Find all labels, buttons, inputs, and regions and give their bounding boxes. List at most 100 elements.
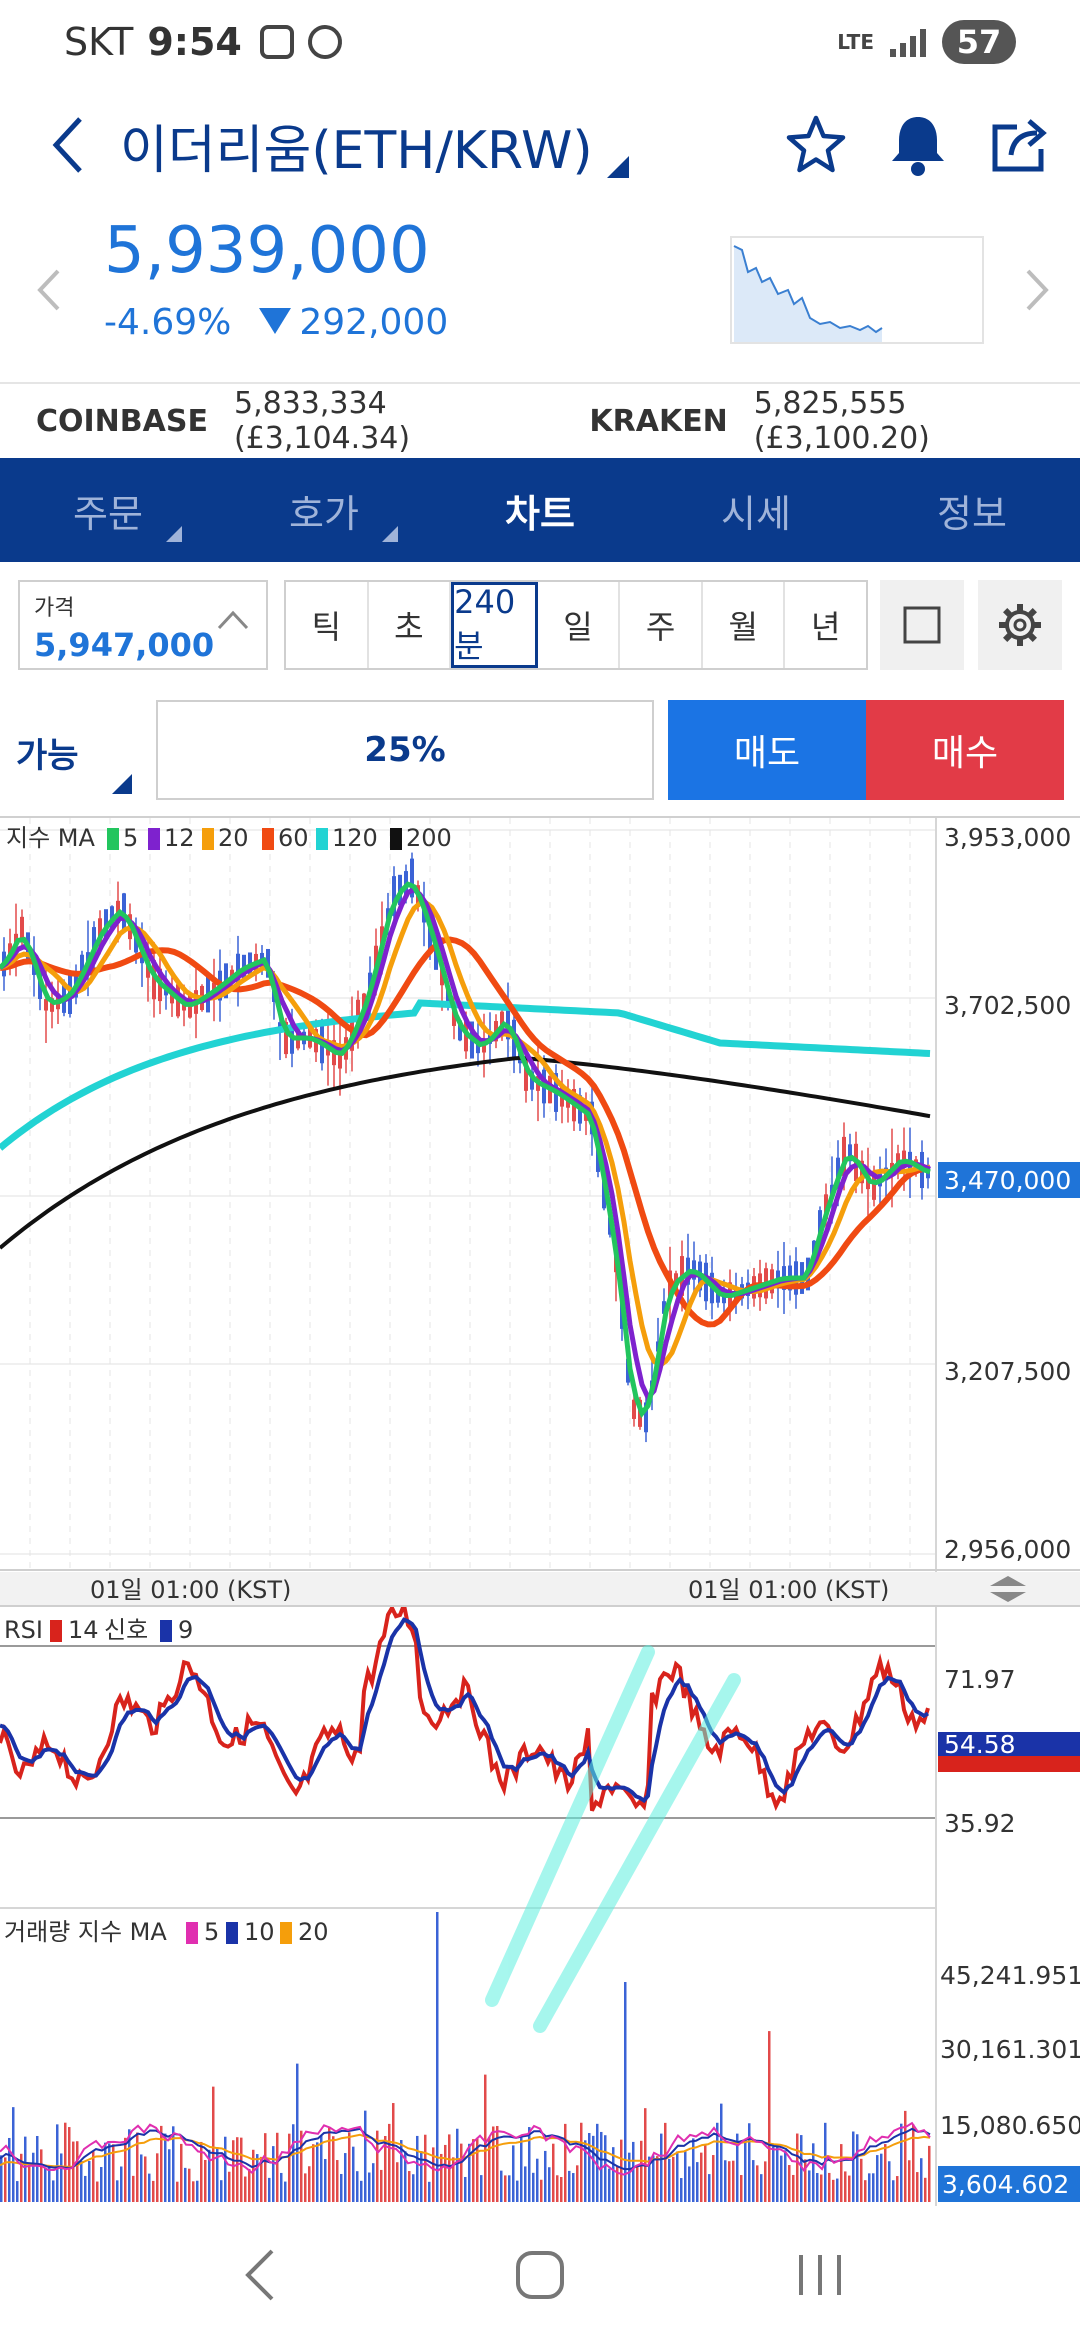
page-title[interactable]: 이더리움(ETH/KRW)	[120, 120, 593, 181]
volume-axis-label: 15,080.650	[940, 2111, 1080, 2140]
chevron-up-icon	[217, 610, 249, 630]
rsi-signal-label: 신호	[104, 1616, 148, 1644]
rsi-axis-label: 35.92	[944, 1809, 1016, 1838]
home-icon	[516, 2251, 564, 2299]
nav-back-button[interactable]	[215, 2230, 305, 2320]
recents-icon	[799, 2255, 841, 2295]
bell-icon	[892, 117, 944, 176]
dropdown-icon[interactable]	[112, 774, 132, 794]
available-label[interactable]: 가능	[16, 736, 79, 776]
down-triangle-icon	[259, 308, 292, 334]
main-tabs: 주문 호가 차트 시세 정보	[0, 458, 1080, 562]
tab-order[interactable]: 주문	[0, 458, 216, 562]
price-chart[interactable]: 지수 MA 5 12 20 60 120 200 3,953,000 3,702…	[0, 818, 1080, 2206]
carrier-label: SKT	[64, 20, 134, 64]
screenshot-icon	[259, 25, 294, 59]
drawing-annotation	[485, 1645, 741, 2033]
system-nav-bar	[0, 2210, 1080, 2340]
back-button[interactable]	[28, 105, 108, 185]
ma200-label: 200	[406, 824, 452, 852]
tab-market-price[interactable]: 시세	[721, 491, 791, 536]
vma5-label: 5	[204, 1918, 219, 1946]
tab-info[interactable]: 정보	[937, 491, 1007, 536]
exchange-prices: COINBASE 5,833,334 (£3,104.34) KRAKEN 5,…	[0, 382, 1080, 458]
current-price: 5,939,000	[104, 214, 430, 288]
period-240min[interactable]: 240분	[451, 582, 538, 668]
y-axis-label: 3,953,000	[944, 823, 1071, 852]
square-icon	[903, 606, 941, 644]
submenu-icon	[382, 526, 398, 542]
ma12-swatch	[148, 828, 160, 850]
ma5-label: 5	[123, 824, 138, 852]
ma120-swatch	[316, 828, 328, 850]
rsi-swatch	[50, 1620, 62, 1642]
exchange-price: 5,825,555 (£3,100.20)	[753, 386, 930, 456]
star-icon	[786, 115, 846, 173]
next-coin-button[interactable]	[1024, 268, 1050, 316]
nav-home-button[interactable]	[495, 2230, 585, 2320]
y-axis-label: 2,956,000	[944, 1535, 1071, 1564]
clock: 9:54	[147, 20, 242, 64]
ma20-label: 20	[218, 824, 249, 852]
period-second[interactable]: 초	[369, 582, 452, 668]
chart-type-button[interactable]	[880, 580, 964, 670]
chart-toolbar: 가격 5,947,000 틱 초 240분 일 주 월 년	[0, 580, 1080, 670]
signal-swatch	[160, 1620, 172, 1642]
sell-button[interactable]: 매도	[668, 700, 866, 800]
chart-area[interactable]: 지수 MA 5 12 20 60 120 200 3,953,000 3,702…	[0, 816, 1080, 2206]
rsi-period-label: 14	[68, 1616, 99, 1644]
period-month[interactable]: 월	[703, 582, 786, 668]
rsi-legend-label: RSI	[4, 1616, 43, 1644]
period-tick[interactable]: 틱	[286, 582, 369, 668]
vma10-label: 10	[244, 1918, 275, 1946]
share-button[interactable]	[988, 113, 1052, 177]
app-header: 이더리움(ETH/KRW)	[0, 100, 1080, 190]
title-dropdown-icon[interactable]	[606, 156, 629, 178]
volume-axis-label: 30,161.301	[940, 2035, 1080, 2064]
price-field[interactable]: 가격 5,947,000	[18, 580, 268, 670]
ma5-swatch	[107, 828, 119, 850]
rsi-current-label: 54.58	[944, 1730, 1016, 1759]
favorite-button[interactable]	[784, 113, 848, 177]
period-day[interactable]: 일	[538, 582, 621, 668]
status-bar: SKT 9:54 LTE 57	[0, 0, 1080, 84]
exchange-name: COINBASE	[36, 403, 208, 439]
gear-icon	[999, 604, 1041, 646]
volume-legend-label: 거래량 지수 MA	[4, 1918, 167, 1946]
volume-current-marker	[938, 2166, 1080, 2202]
volume-axis-label: 45,241.951	[940, 1961, 1080, 1990]
price-field-label: 가격	[34, 596, 75, 621]
nav-recents-button[interactable]	[775, 2230, 865, 2320]
period-year[interactable]: 년	[811, 608, 841, 646]
mini-price-chart[interactable]	[730, 236, 984, 344]
prev-coin-button[interactable]	[36, 268, 62, 316]
ma20-swatch	[202, 828, 214, 850]
period-selector: 틱 초 240분 일 주 월 년	[284, 580, 868, 670]
change-amount: 292,000	[299, 302, 449, 343]
buy-button[interactable]: 매수	[866, 700, 1064, 800]
vma5-swatch	[186, 1922, 198, 1944]
vma20-swatch	[280, 1922, 292, 1944]
back-icon	[245, 2249, 274, 2301]
tab-chart[interactable]: 차트	[505, 491, 575, 536]
order-ratio-field[interactable]: 25%	[156, 700, 654, 800]
panel-resize-handle[interactable]	[990, 1576, 1026, 1602]
period-week[interactable]: 주	[620, 582, 703, 668]
current-price-axis-label: 3,470,000	[944, 1166, 1071, 1195]
rsi-axis-label: 71.97	[944, 1665, 1016, 1694]
vma10-swatch	[226, 1922, 238, 1944]
price-field-value: 5,947,000	[34, 626, 215, 664]
alert-button[interactable]	[886, 113, 950, 177]
signal-icon	[890, 27, 926, 57]
rsi-signal-period: 9	[178, 1616, 193, 1644]
change-percent: -4.69%	[104, 302, 232, 343]
ma200-swatch	[390, 828, 402, 850]
chart-settings-button[interactable]	[978, 580, 1062, 670]
ma60-label: 60	[278, 824, 309, 852]
quick-order: 가능 25% 매도 매수	[0, 700, 1080, 802]
date-label: 01일 01:00 (KST)	[90, 1576, 291, 1604]
tab-orderbook[interactable]: 호가	[216, 458, 432, 562]
volume-current-label: 3,604.602	[942, 2170, 1069, 2199]
y-axis-label: 3,702,500	[944, 991, 1071, 1020]
share-icon	[992, 119, 1047, 172]
